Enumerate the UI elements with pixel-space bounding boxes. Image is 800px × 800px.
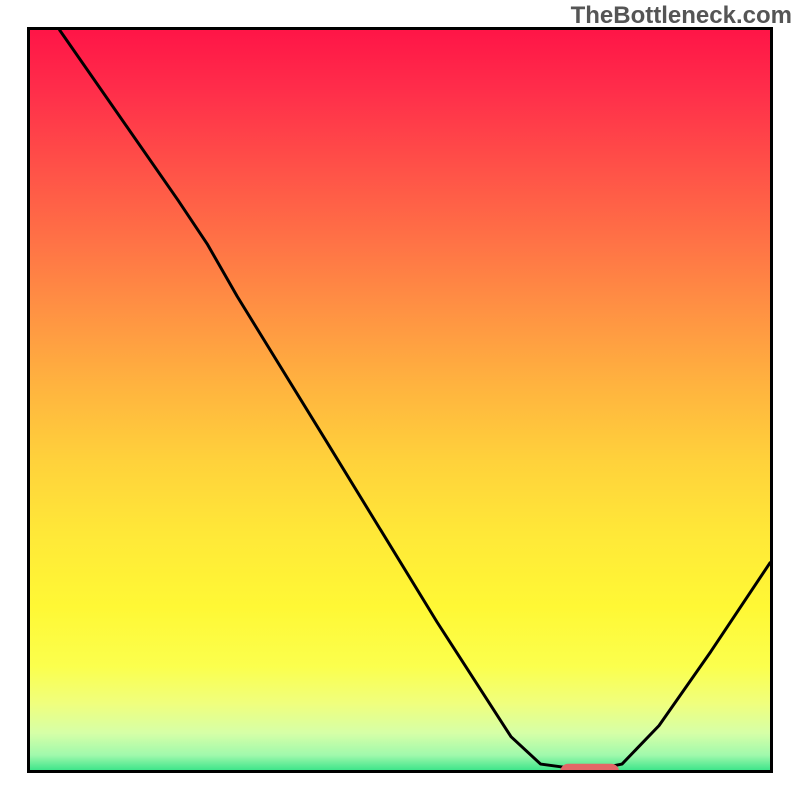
gradient-background: [30, 30, 770, 770]
optimal-point-marker: [560, 763, 620, 773]
chart-container: TheBottleneck.com: [0, 0, 800, 800]
watermark-text: TheBottleneck.com: [571, 2, 792, 30]
plot-area: [27, 27, 773, 773]
gradient-rect: [30, 30, 770, 770]
